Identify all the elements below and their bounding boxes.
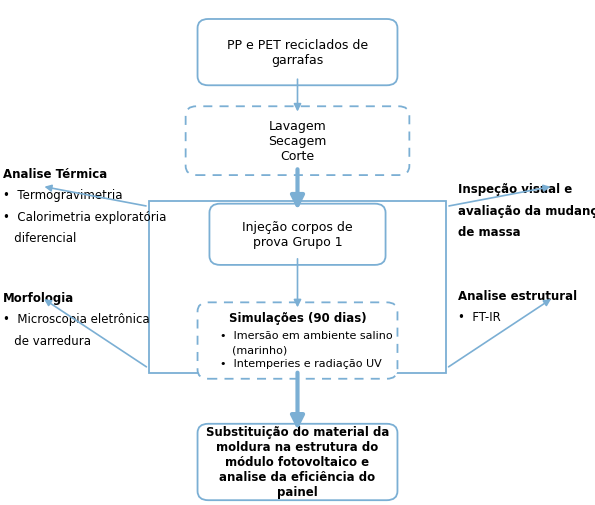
Text: avaliação da mudança: avaliação da mudança [458, 204, 595, 217]
FancyBboxPatch shape [198, 424, 397, 500]
Text: Simulações (90 dias): Simulações (90 dias) [228, 312, 367, 325]
FancyBboxPatch shape [198, 302, 397, 379]
Text: Morfologia: Morfologia [3, 291, 74, 305]
FancyBboxPatch shape [198, 20, 397, 86]
Text: Analise Térmica: Analise Térmica [3, 168, 107, 181]
Text: •  Calorimetria exploratória: • Calorimetria exploratória [3, 210, 167, 223]
Text: Analise estrutural: Analise estrutural [458, 289, 577, 302]
Text: Lavagem
Secagem
Corte: Lavagem Secagem Corte [268, 120, 327, 163]
Text: PP e PET reciclados de
garrafas: PP e PET reciclados de garrafas [227, 39, 368, 67]
FancyBboxPatch shape [209, 204, 386, 266]
Text: (marinho): (marinho) [232, 345, 287, 355]
Text: Substituição do material da
moldura na estrutura do
módulo fotovoltaico e
analis: Substituição do material da moldura na e… [206, 426, 389, 498]
Text: •  Microscopia eletrônica: • Microscopia eletrônica [3, 313, 149, 326]
Text: Inspeção visual e: Inspeção visual e [458, 183, 572, 196]
Text: •  FT-IR: • FT-IR [458, 310, 501, 323]
Text: •  Termogravimetria: • Termogravimetria [3, 189, 123, 202]
FancyBboxPatch shape [186, 107, 409, 176]
Text: diferencial: diferencial [3, 231, 76, 244]
Text: Injeção corpos de
prova Grupo 1: Injeção corpos de prova Grupo 1 [242, 221, 353, 249]
Text: •  Intemperies e radiação UV: • Intemperies e radiação UV [220, 359, 382, 369]
Text: de varredura: de varredura [3, 334, 91, 347]
Text: de massa: de massa [458, 225, 521, 238]
Text: •  Imersão em ambiente salino: • Imersão em ambiente salino [220, 331, 393, 341]
